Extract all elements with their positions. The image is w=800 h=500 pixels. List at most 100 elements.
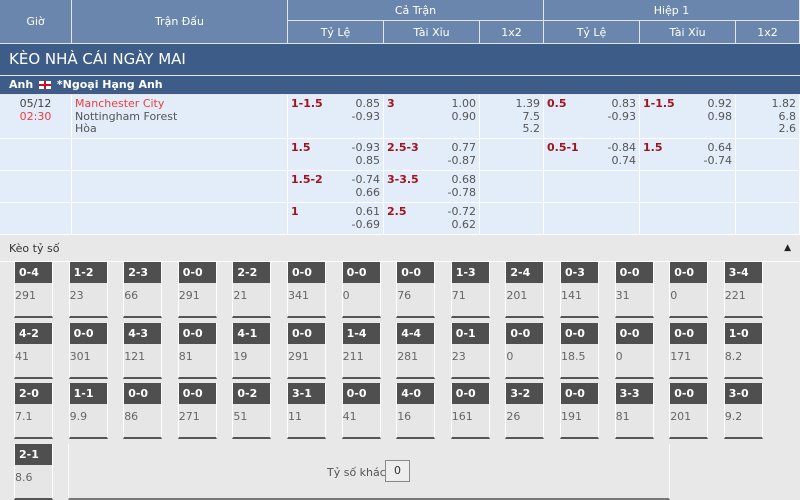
score-cell[interactable]: 0-1 23 (450, 322, 490, 379)
correct-score-header[interactable]: Kèo tỷ số ▲ (0, 235, 800, 262)
score-cell[interactable]: 0-0 0 (614, 322, 654, 379)
score-cell[interactable]: 1-1 9.9 (68, 383, 108, 440)
odds-value[interactable]: -0.78 (447, 185, 476, 199)
odds-value[interactable]: 0.74 (611, 153, 637, 167)
score-cell[interactable]: 2-3 66 (123, 262, 163, 318)
score-label: 1-0 (724, 322, 762, 344)
score-cell[interactable]: 0-0 171 (669, 322, 709, 379)
1x2-odds[interactable]: 1.82 6.8 2.6 (771, 97, 797, 136)
score-cell[interactable]: 1-4 211 (341, 322, 381, 379)
odds-values[interactable]: 0.77 -0.87 (447, 141, 477, 167)
odds-value[interactable]: 0.68 (451, 173, 477, 186)
score-cell[interactable]: 0-0 0 (505, 322, 545, 379)
score-cell[interactable]: 0-0 291 (287, 322, 326, 379)
odds-value[interactable]: -0.74 (351, 173, 380, 186)
score-cell[interactable]: 0-0 341 (287, 262, 326, 318)
away-team[interactable]: Nottingham Forest (75, 109, 178, 123)
score-cell[interactable]: 0-0 301 (68, 322, 108, 379)
odds-values[interactable]: 1.00 0.90 (451, 97, 477, 123)
score-cell[interactable]: 0-0 86 (123, 383, 163, 440)
league-row[interactable]: Anh *Ngoại Hạng Anh (0, 76, 800, 94)
odds-value[interactable]: 2.6 (778, 122, 797, 135)
odds-values[interactable]: -0.74 0.66 (351, 173, 381, 199)
score-cell[interactable]: 0-0 161 (450, 383, 490, 440)
odds-values[interactable]: 0.61 -0.69 (351, 205, 381, 231)
odds-value[interactable]: 1.39 (515, 97, 541, 110)
odds-value[interactable]: 1.82 (771, 97, 797, 110)
odds-values[interactable]: 0.85 -0.93 (351, 97, 381, 123)
odds-value[interactable]: -0.72 (447, 205, 476, 218)
odds-value[interactable]: 6.8 (778, 109, 797, 123)
handicap-line: 1 (291, 205, 299, 218)
odds-value[interactable]: 0.90 (451, 109, 477, 123)
score-cell[interactable]: 0-0 0 (341, 262, 381, 318)
caret-up-icon[interactable]: ▲ (784, 243, 791, 253)
odds-value[interactable]: 0.85 (355, 153, 381, 167)
odds-values[interactable]: 0.64 -0.74 (703, 141, 733, 167)
score-cell[interactable]: 1-0 8.2 (723, 322, 763, 379)
odds-value[interactable]: 1.00 (451, 97, 477, 110)
odds-value[interactable]: 7.5 (522, 109, 541, 123)
odds-cell: 1-1.5 0.85 -0.93 (288, 95, 384, 139)
odds-values[interactable]: 0.83 -0.93 (607, 97, 637, 123)
score-cell[interactable]: 1-3 71 (450, 262, 490, 318)
score-cell[interactable]: 4-2 41 (14, 322, 53, 379)
score-cell[interactable]: 0-0 191 (560, 383, 599, 440)
score-cell[interactable]: 2-1 8.6 (14, 444, 53, 500)
score-cell[interactable]: 2-0 7.1 (14, 383, 53, 440)
score-cell[interactable]: 0-0 81 (177, 322, 217, 379)
score-cell[interactable]: 1-2 23 (68, 262, 108, 318)
odds-value[interactable]: -0.93 (607, 109, 636, 123)
odds-value[interactable]: 0.62 (451, 217, 477, 231)
other-score-value[interactable]: 0 (385, 460, 410, 482)
odds-values[interactable]: 0.92 0.98 (707, 97, 733, 123)
score-odds: 18.5 (561, 349, 586, 363)
odds-value[interactable]: 0.83 (611, 97, 637, 110)
odds-value[interactable]: 5.2 (522, 122, 541, 135)
odds-value[interactable]: 0.85 (355, 97, 381, 110)
1x2-odds[interactable]: 1.39 7.5 5.2 (515, 97, 541, 136)
odds-value[interactable]: -0.69 (351, 217, 380, 231)
score-cell[interactable]: 0-0 271 (177, 383, 217, 440)
odds-value[interactable]: 0.77 (451, 141, 477, 154)
score-label: 0-0 (670, 262, 708, 283)
score-cell[interactable]: 4-0 16 (396, 383, 436, 440)
score-cell[interactable]: 2-2 21 (232, 262, 272, 318)
odds-values[interactable]: 0.68 -0.78 (447, 173, 477, 199)
odds-value[interactable]: -0.87 (447, 153, 476, 167)
odds-value[interactable]: 0.66 (355, 185, 381, 199)
score-cell[interactable]: 2-4 201 (505, 262, 545, 318)
score-odds: 201 (506, 289, 528, 302)
score-cell[interactable]: 0-4 291 (14, 262, 53, 318)
odds-value[interactable]: -0.74 (703, 153, 732, 167)
score-cell[interactable]: 4-3 121 (123, 322, 163, 379)
score-cell[interactable]: 3-2 26 (505, 383, 545, 440)
score-cell[interactable]: 4-4 281 (396, 322, 436, 379)
score-cell[interactable]: 3-1 11 (287, 383, 326, 440)
score-cell[interactable]: 0-0 18.5 (560, 322, 599, 379)
score-cell[interactable]: 0-0 0 (669, 262, 709, 318)
odds-value[interactable]: 0.64 (707, 141, 733, 154)
score-cell[interactable]: 0-0 76 (396, 262, 436, 318)
odds-value[interactable]: 0.92 (707, 97, 733, 110)
home-team[interactable]: Manchester City (75, 97, 165, 110)
score-cell[interactable]: 0-3 141 (560, 262, 599, 318)
odds-value[interactable]: -0.84 (607, 141, 636, 154)
score-cell[interactable]: 0-0 41 (341, 383, 381, 440)
score-cell[interactable]: 4-1 19 (232, 322, 272, 379)
odds-values[interactable]: -0.72 0.62 (447, 205, 477, 231)
score-cell[interactable]: 3-3 81 (614, 383, 654, 440)
odds-value[interactable]: 0.98 (707, 109, 733, 123)
score-cell[interactable]: 0-0 31 (614, 262, 654, 318)
score-odds: 211 (342, 349, 364, 363)
odds-value[interactable]: -0.93 (351, 109, 380, 123)
odds-value[interactable]: -0.93 (351, 141, 380, 154)
score-cell[interactable]: 3-0 9.2 (723, 383, 763, 440)
odds-values[interactable]: -0.93 0.85 (351, 141, 381, 167)
score-cell[interactable]: 0-2 51 (232, 383, 272, 440)
odds-value[interactable]: 0.61 (355, 205, 381, 218)
score-cell[interactable]: 3-4 221 (723, 262, 763, 318)
score-cell[interactable]: 0-0 291 (177, 262, 217, 318)
odds-values[interactable]: -0.84 0.74 (607, 141, 637, 167)
score-cell[interactable]: 0-0 201 (669, 383, 709, 440)
